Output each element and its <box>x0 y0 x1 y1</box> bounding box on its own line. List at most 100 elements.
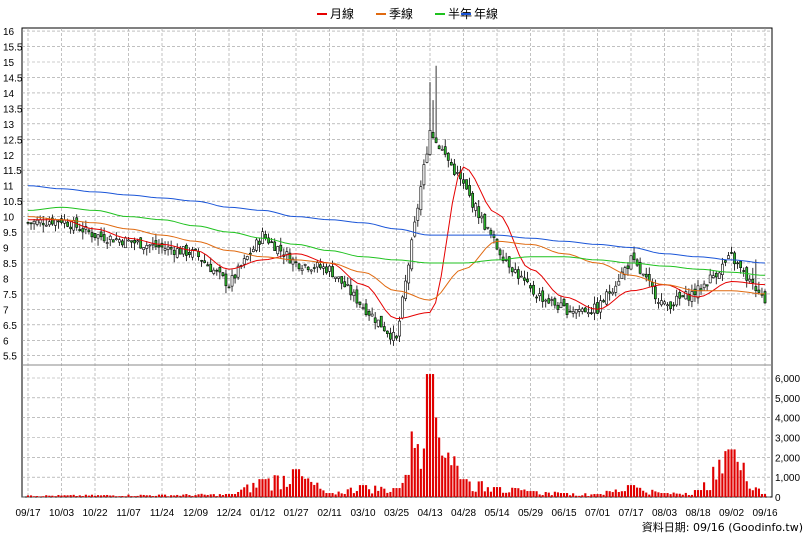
candlestick <box>29 222 33 230</box>
volume-bar <box>93 495 97 497</box>
volume-bar <box>760 494 764 497</box>
x-tick-label: 01/12 <box>250 508 275 519</box>
volume-bar <box>313 484 316 497</box>
candle-body-down <box>669 301 672 309</box>
volume-bar <box>696 490 700 497</box>
volume-bar <box>383 488 386 497</box>
volume-bar <box>358 485 362 497</box>
volume-bar <box>526 491 529 497</box>
candlestick <box>666 302 669 311</box>
candlestick <box>745 265 749 288</box>
volume-bar <box>374 485 377 497</box>
volume-bar <box>508 492 511 497</box>
candlestick <box>172 246 176 263</box>
price-tick-label: 9.5 <box>3 228 17 239</box>
candle-body-up <box>105 242 109 244</box>
candle-body-up <box>720 263 724 275</box>
candlestick <box>294 256 298 268</box>
candle-body-up <box>163 248 167 251</box>
candle-body-up <box>230 275 234 287</box>
candle-body-down <box>66 221 69 227</box>
candle-body-down <box>672 304 676 307</box>
x-tick-label: 05/29 <box>518 508 543 519</box>
candlestick <box>133 237 136 251</box>
volume-bar <box>270 490 273 497</box>
candle-body-up <box>376 319 380 327</box>
candlestick <box>523 270 526 286</box>
volume-bar <box>730 449 733 497</box>
volume-bar <box>565 493 569 497</box>
candlestick <box>69 221 73 234</box>
volume-bar <box>234 494 237 497</box>
x-tick-label: 04/28 <box>451 508 476 519</box>
candlestick <box>617 273 621 286</box>
candle-body-down <box>757 289 761 293</box>
candle-body-down <box>279 244 283 252</box>
volume-bar <box>392 488 395 497</box>
candle-body-down <box>565 303 569 315</box>
x-tick-label: 08/03 <box>652 508 677 519</box>
volume-bar <box>495 487 499 497</box>
candlestick <box>544 298 548 308</box>
candlestick <box>54 218 57 232</box>
candle-body-down <box>529 285 532 289</box>
candlestick <box>748 275 752 284</box>
candle-body-down <box>41 222 45 226</box>
volume-bar <box>538 494 541 497</box>
volume-bar <box>727 449 730 497</box>
x-tick-label: 10/03 <box>49 508 74 519</box>
candlestick <box>410 237 414 272</box>
volume-bar <box>642 490 645 497</box>
candlestick <box>154 233 158 251</box>
candle-body-up <box>54 219 57 226</box>
volume-bar <box>474 491 477 497</box>
candle-body-up <box>727 255 730 259</box>
candle-body-up <box>620 271 624 279</box>
candle-body-up <box>117 239 121 243</box>
volume-bar <box>739 470 742 497</box>
candle-body-down <box>81 228 85 233</box>
candle-body-up <box>124 237 127 249</box>
volume-bar <box>307 478 310 497</box>
candlestick <box>580 306 584 315</box>
candlestick <box>626 262 630 276</box>
candlestick <box>577 305 581 317</box>
volume-bar <box>249 492 252 497</box>
candlestick <box>392 325 395 346</box>
volume-bar <box>684 492 687 497</box>
candlestick <box>108 234 112 247</box>
candle-body-down <box>532 284 535 295</box>
candlestick <box>279 237 283 258</box>
volume-bar <box>721 473 724 497</box>
price-tick-label: 7 <box>3 305 9 316</box>
volume-bar <box>444 457 447 497</box>
volume-bar <box>221 495 224 497</box>
volume-bar <box>742 462 745 497</box>
candlestick <box>367 309 371 321</box>
volume-bar <box>163 494 167 497</box>
volume-bar <box>209 494 212 497</box>
volume-bar <box>127 494 130 497</box>
volume-bar <box>416 444 419 497</box>
candle-body-down <box>188 251 191 255</box>
candlestick <box>434 65 438 144</box>
volume-bar <box>745 481 748 497</box>
volume-bar <box>355 491 358 497</box>
candle-body-down <box>501 256 505 262</box>
candle-body-down <box>197 251 200 257</box>
candlestick <box>705 284 709 291</box>
candle-body-up <box>717 272 721 279</box>
candle-body-up <box>245 256 249 260</box>
candlestick <box>282 248 286 265</box>
candle-body-up <box>440 148 444 151</box>
candle-body-up <box>425 153 429 163</box>
candle-body-up <box>419 186 423 211</box>
volume-bar <box>636 487 639 497</box>
volume-bar <box>763 494 767 497</box>
candle-body-up <box>519 275 523 278</box>
volume-bar <box>157 494 161 497</box>
candlestick <box>717 271 721 279</box>
volume-bar <box>42 496 45 497</box>
candle-body-down <box>498 249 502 256</box>
